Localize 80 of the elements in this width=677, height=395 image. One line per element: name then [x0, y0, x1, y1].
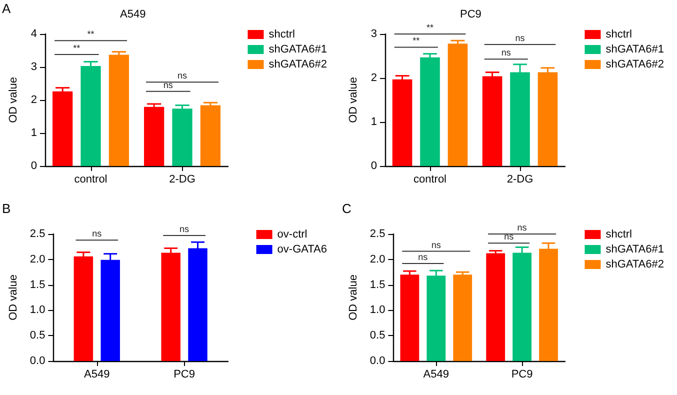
y-tick-label: 0.0: [30, 355, 46, 367]
y-tick-label: 2: [30, 94, 37, 106]
annotation: ns: [504, 232, 514, 242]
x-tick-label: A549: [84, 368, 110, 380]
bar: [448, 44, 468, 166]
bar: [453, 274, 472, 361]
legend-label: shGATA6#2: [268, 58, 328, 70]
annotation: ns: [177, 70, 188, 81]
x-tick-label: control: [74, 174, 108, 186]
y-tick-label: 0.5: [30, 330, 46, 342]
x-tick-label: 2-DG: [169, 174, 196, 186]
x-tick-label: 2-DG: [506, 174, 534, 186]
y-tick-label: 0.5: [370, 330, 386, 342]
y-axis-title: OD value: [8, 77, 20, 123]
text: **: [426, 22, 434, 32]
bar: [200, 105, 220, 166]
legend-label: shGATA6#1: [606, 244, 664, 256]
chart-title: A549: [120, 8, 146, 20]
y-tick-label: 0: [370, 160, 377, 172]
y-tick-label: 2: [370, 72, 377, 84]
legend-label: shctrl: [606, 28, 632, 40]
annotation: ns: [92, 228, 102, 239]
annotation: **: [73, 42, 81, 53]
bar: [392, 79, 412, 166]
y-tick-label: 2.5: [370, 228, 386, 240]
bar: [52, 91, 73, 166]
bar: [74, 256, 94, 361]
y-tick-label: 1.0: [30, 304, 46, 316]
y-tick-label: 1.0: [370, 304, 386, 316]
bar: [482, 76, 502, 166]
annotation: ns: [515, 33, 526, 44]
bar: [80, 66, 101, 166]
y-tick-label: 1.5: [30, 278, 46, 291]
y-tick-label: 3: [370, 28, 377, 40]
text: B: [2, 201, 11, 216]
bar: [172, 108, 192, 166]
text: ns: [180, 224, 190, 234]
annotation: **: [87, 29, 95, 40]
legend-label: shctrl: [606, 228, 632, 240]
y-tick-label: 1: [30, 127, 37, 139]
x-tick-label: A549: [423, 368, 449, 380]
legend-label: ov-ctrl: [277, 228, 308, 240]
text: C: [342, 201, 352, 216]
annotation: ns: [418, 252, 428, 262]
bar: [108, 54, 129, 166]
y-axis-title: OD value: [348, 77, 360, 123]
legend-label: shGATA6#2: [606, 258, 664, 270]
bar: [420, 57, 440, 166]
y-tick-label: 2.0: [370, 253, 386, 266]
y-tick-label: 2.5: [30, 228, 46, 240]
y-tick-label: 1: [370, 116, 377, 128]
annotation: ns: [163, 80, 174, 90]
legend-label: ov-GATA6: [277, 244, 328, 256]
y-axis-title: OD value: [348, 274, 360, 320]
legend-label: shGATA6#2: [606, 58, 664, 70]
x-tick-label: PC9: [511, 368, 533, 380]
annotation: **: [412, 36, 420, 46]
bar: [538, 72, 558, 166]
y-tick-label: 1.5: [370, 278, 386, 291]
y-tick-label: 0.0: [370, 355, 386, 367]
bar: [144, 106, 164, 166]
y-axis-title: OD value: [8, 274, 20, 320]
y-tick-label: 2.0: [30, 253, 46, 266]
bar: [161, 252, 180, 361]
bar: [426, 276, 446, 361]
bar: [400, 274, 420, 361]
x-tick-label: control: [413, 174, 447, 186]
annotation: ns: [501, 48, 512, 58]
legend-label: shctrl: [268, 28, 295, 40]
legend-label: shGATA6#1: [268, 44, 328, 56]
y-tick-label: 3: [30, 61, 37, 73]
y-tick-label: 0: [30, 160, 37, 172]
x-tick-label: PC9: [174, 368, 195, 380]
bar: [486, 253, 506, 361]
chart-title: PC9: [460, 8, 482, 20]
annotation: ns: [431, 240, 442, 250]
text: A: [2, 1, 11, 16]
y-tick-label: 4: [30, 28, 37, 40]
text: ns: [517, 222, 528, 232]
legend-label: shGATA6#1: [606, 44, 664, 56]
